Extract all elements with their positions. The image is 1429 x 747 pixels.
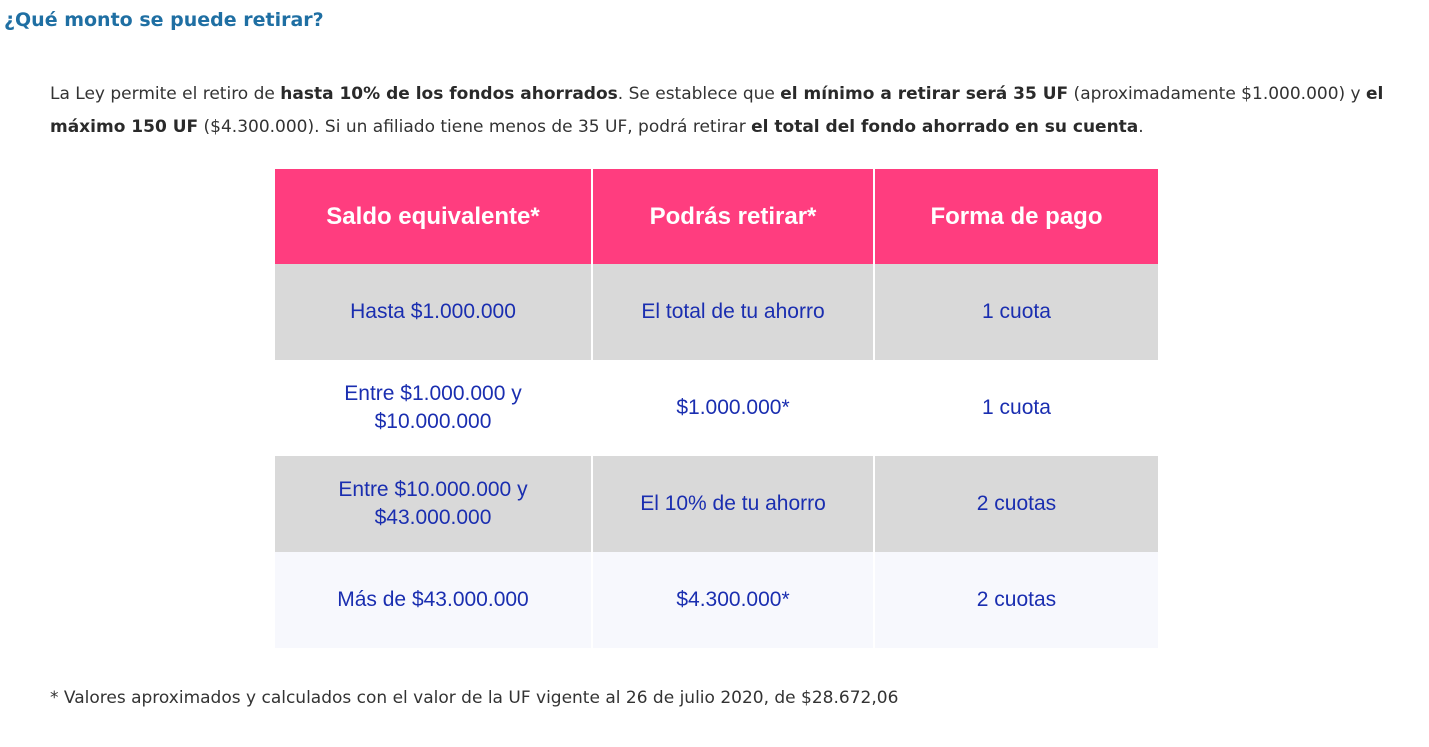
table-row: Hasta $1.000.000 El total de tu ahorro 1… [275, 264, 1158, 360]
intro-paragraph: La Ley permite el retiro de hasta 10% de… [50, 78, 1410, 144]
intro-bold-minimum: el mínimo a retirar será 35 UF [780, 84, 1069, 104]
header-forma-de-pago: Forma de pago [874, 169, 1158, 264]
cell-retiro: El 10% de tu ahorro [592, 456, 875, 552]
intro-bold-total: el total del fondo ahorrado en su cuenta [751, 117, 1139, 137]
footnote: * Valores aproximados y calculados con e… [50, 688, 899, 708]
intro-text-4: ($4.300.000). Si un afiliado tiene menos… [198, 117, 752, 137]
intro-text-5: . [1138, 117, 1144, 137]
cell-pago: 1 cuota [874, 264, 1158, 360]
cell-saldo: Hasta $1.000.000 [275, 264, 593, 360]
withdrawal-table-wrapper: Saldo equivalente* Podrás retirar* Forma… [275, 169, 1158, 648]
cell-saldo: Más de $43.000.000 [275, 552, 593, 648]
header-saldo-equivalente: Saldo equivalente* [275, 169, 593, 264]
intro-bold-max-percent: hasta 10% de los fondos ahorrados [280, 84, 618, 104]
table-row: Más de $43.000.000 $4.300.000* 2 cuotas [275, 552, 1158, 648]
cell-saldo: Entre $10.000.000 y $43.000.000 [275, 456, 593, 552]
intro-text-3: (aproximadamente $1.000.000) y [1068, 84, 1367, 104]
intro-bold-maximum: el máximo 150 UF [50, 84, 1384, 137]
cell-retiro: $1.000.000* [592, 360, 875, 456]
cell-pago: 1 cuota [874, 360, 1158, 456]
intro-text-1: La Ley permite el retiro de [50, 84, 281, 104]
cell-retiro: El total de tu ahorro [592, 264, 875, 360]
cell-pago: 2 cuotas [874, 552, 1158, 648]
header-podras-retirar: Podrás retirar* [592, 169, 875, 264]
section-heading: ¿Qué monto se puede retirar? [4, 9, 324, 31]
table-row: Entre $10.000.000 y $43.000.000 El 10% d… [275, 456, 1158, 552]
intro-text-2: . Se establece que [617, 84, 781, 104]
cell-pago: 2 cuotas [874, 456, 1158, 552]
cell-saldo: Entre $1.000.000 y $10.000.000 [275, 360, 593, 456]
table-header-row: Saldo equivalente* Podrás retirar* Forma… [275, 169, 1158, 264]
table-row: Entre $1.000.000 y $10.000.000 $1.000.00… [275, 360, 1158, 456]
withdrawal-table: Saldo equivalente* Podrás retirar* Forma… [275, 169, 1158, 648]
cell-retiro: $4.300.000* [592, 552, 875, 648]
